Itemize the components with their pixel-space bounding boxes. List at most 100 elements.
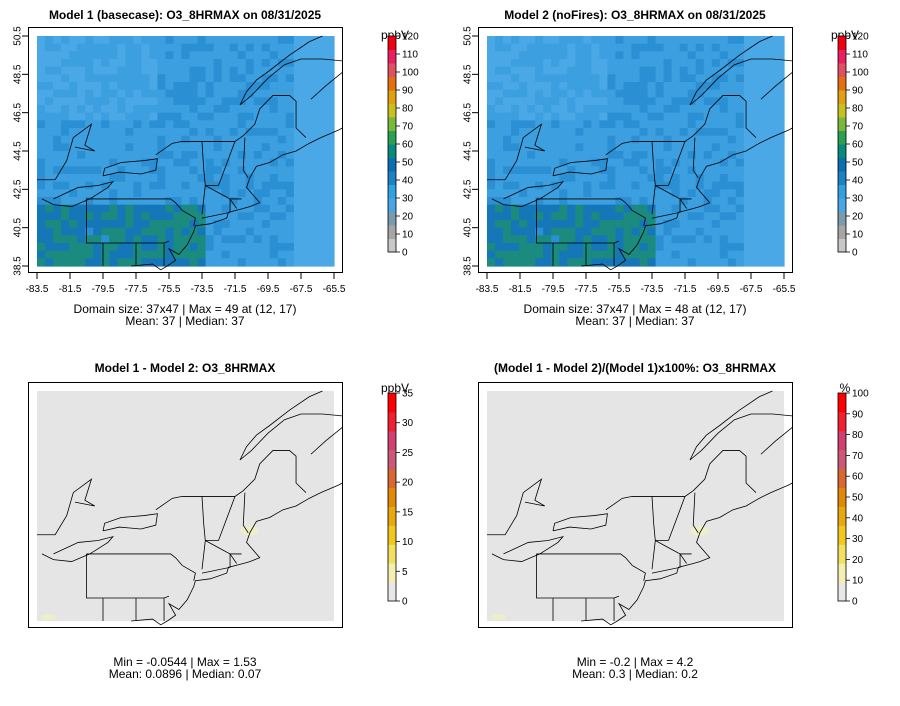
grid-cell xyxy=(719,235,729,244)
grid-cell xyxy=(285,36,295,45)
grid-cell xyxy=(117,174,126,183)
grid-cell xyxy=(173,66,183,75)
grid-cell xyxy=(655,258,665,267)
boundary-line xyxy=(37,478,95,536)
grid-cell xyxy=(61,74,70,83)
grid-cell xyxy=(711,212,721,221)
grid-cell xyxy=(575,235,584,244)
grid-cell xyxy=(261,51,271,60)
grid-cell xyxy=(149,97,159,106)
grid-cell xyxy=(141,212,150,221)
grid-cell xyxy=(61,258,70,267)
grid-cell xyxy=(647,120,657,129)
grid-cell xyxy=(149,204,159,213)
grid-cell xyxy=(157,89,167,98)
grid-cell xyxy=(599,204,609,213)
grid-cell xyxy=(325,258,335,267)
legend-swatch xyxy=(838,171,846,185)
grid-cell xyxy=(735,204,745,213)
grid-cell xyxy=(663,36,673,45)
grid-cell xyxy=(663,128,673,137)
grid-cell xyxy=(735,166,745,175)
grid-cell xyxy=(213,36,223,45)
grid-cell xyxy=(245,135,255,144)
grid-cell xyxy=(61,227,70,236)
grid-cell xyxy=(253,220,263,229)
legend-swatch xyxy=(838,238,846,253)
grid-cell xyxy=(639,51,649,60)
grid-cell xyxy=(735,212,745,221)
grid-cell xyxy=(647,250,657,259)
grid-cell xyxy=(719,204,729,213)
grid-cell xyxy=(253,258,263,267)
panel-title: Model 1 - Model 2: O3_8HRMAX xyxy=(94,361,276,375)
grid-cell xyxy=(317,120,327,129)
grid-cell xyxy=(85,204,94,213)
grid-cell xyxy=(53,36,62,45)
grid-cell xyxy=(623,181,633,190)
grid-cell xyxy=(173,204,183,213)
grid-cell xyxy=(245,128,255,137)
grid-cell xyxy=(615,166,625,175)
grid-cell xyxy=(631,197,641,206)
grid-cell xyxy=(157,128,167,137)
grid-cell xyxy=(575,189,584,198)
grid-cell xyxy=(125,66,134,75)
grid-cell xyxy=(559,220,568,229)
grid-cell xyxy=(487,43,496,52)
grid-cell xyxy=(293,82,303,91)
grid-cell xyxy=(735,135,745,144)
grid-cell xyxy=(575,105,584,114)
grid-cell xyxy=(229,181,239,190)
grid-cell xyxy=(663,166,673,175)
grid-cell xyxy=(117,189,126,198)
grid-cell xyxy=(157,235,167,244)
grid-cell xyxy=(567,89,576,98)
grid-cell xyxy=(197,158,207,167)
grid-cell xyxy=(221,59,231,68)
grid-cell xyxy=(695,105,705,114)
legend-swatch xyxy=(388,49,396,64)
grid-cell xyxy=(197,204,207,213)
grid-cell xyxy=(269,112,279,121)
grid-cell xyxy=(719,151,729,160)
grid-cell xyxy=(269,189,279,198)
grid-cell xyxy=(591,143,600,152)
grid-cell xyxy=(615,250,625,259)
grid-cell xyxy=(767,181,777,190)
grid-cell xyxy=(85,181,94,190)
grid-cell xyxy=(149,89,159,98)
grid-cell xyxy=(285,250,295,259)
grid-cell xyxy=(759,227,769,236)
map-axes: -83.5 -81.5 -79.5 -77.5 -75.5 -73.5 -71.5 -69.5… xyxy=(463,26,796,295)
grid-cell xyxy=(639,97,649,106)
grid-cell xyxy=(679,82,689,91)
grid-cell xyxy=(495,258,504,267)
grid-cell xyxy=(607,128,617,137)
grid-cell xyxy=(69,135,78,144)
grid-cell xyxy=(575,112,584,121)
grid-cell xyxy=(61,250,70,259)
grid-cell xyxy=(759,128,769,137)
grid-cell xyxy=(181,189,191,198)
grid-cell xyxy=(277,82,287,91)
grid-cell xyxy=(197,74,207,83)
grid-cell xyxy=(269,59,279,68)
grid-cell xyxy=(503,158,512,167)
grid-cell xyxy=(149,51,159,60)
grid-cell xyxy=(711,174,721,183)
grid-cell xyxy=(229,220,239,229)
grid-cell xyxy=(261,74,271,83)
grid-cell xyxy=(197,135,207,144)
grid-cell xyxy=(575,59,584,68)
grid-cell xyxy=(591,212,600,221)
grid-cell xyxy=(293,105,303,114)
grid-cell xyxy=(623,189,633,198)
grid-cell xyxy=(285,66,295,75)
grid-cell xyxy=(655,227,665,236)
grid-cell xyxy=(157,97,167,106)
grid-cell xyxy=(237,243,247,252)
grid-cell xyxy=(61,204,70,213)
grid-cell xyxy=(535,135,544,144)
grid-cell xyxy=(325,250,335,259)
